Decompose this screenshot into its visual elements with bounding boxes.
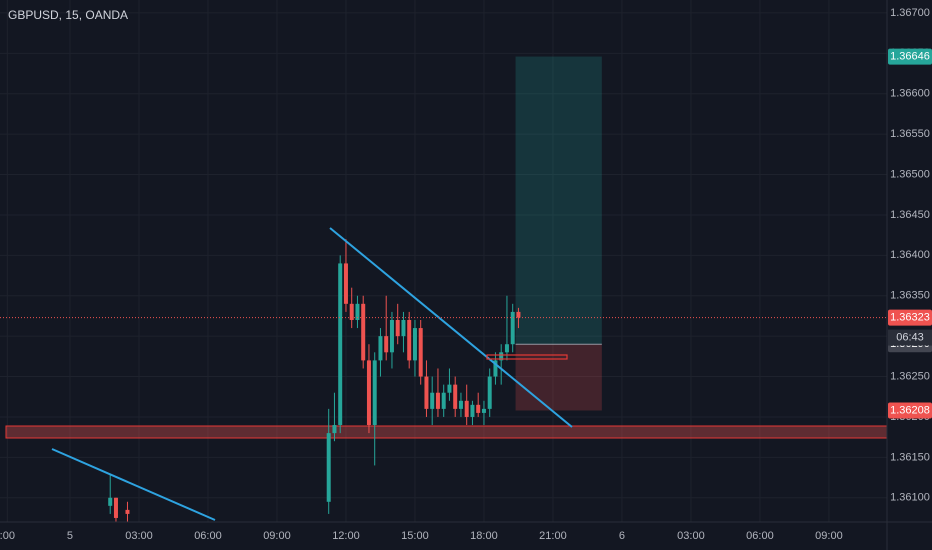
y-tick-label: 1.36600	[890, 88, 930, 100]
price-label-box	[888, 309, 932, 326]
candle-body	[343, 263, 348, 304]
x-tick-label: 03:00	[125, 530, 153, 542]
trend-line	[51, 448, 216, 521]
y-tick-label: 1.36100	[890, 492, 930, 504]
x-tick-label: 5	[67, 530, 73, 542]
candle-body	[487, 376, 492, 409]
candle-body	[453, 384, 458, 409]
countdown: 06:43	[896, 331, 924, 343]
trend-line	[329, 227, 573, 428]
target-zone	[515, 56, 602, 345]
y-tick-label: 1.36250	[890, 370, 930, 382]
candle-body	[355, 303, 360, 320]
candle-body	[338, 263, 343, 426]
y-tick-label: 1.36700	[890, 7, 930, 19]
candle-body	[516, 311, 521, 318]
price-label-box	[888, 402, 932, 419]
candle-body	[384, 336, 389, 353]
candle-body	[476, 404, 481, 413]
level-marker	[486, 354, 568, 360]
candle-body	[412, 328, 417, 361]
candle-body	[113, 497, 118, 518]
candle-body	[361, 303, 366, 361]
candle-body	[493, 360, 498, 377]
candle-body	[424, 376, 429, 409]
candle-body	[481, 408, 486, 413]
candle-body	[395, 319, 400, 337]
x-tick-label: 06:00	[746, 530, 774, 542]
candle-body	[447, 384, 452, 393]
grid	[0, 0, 887, 522]
candle-body	[125, 509, 130, 514]
x-tick-label: 15:00	[401, 530, 429, 542]
candle-body	[378, 336, 383, 361]
countdown-box	[888, 329, 932, 346]
x-tick-label: 21:00	[539, 530, 567, 542]
y-tick-label: 1.36450	[890, 209, 930, 221]
candle-body	[464, 400, 469, 417]
x-tick-label: 09:00	[815, 530, 843, 542]
candle-body	[349, 303, 354, 320]
price-label: 1.36323	[890, 311, 930, 323]
y-tick-label: 1.36150	[890, 451, 930, 463]
candle-body	[441, 392, 446, 409]
candle-body	[458, 400, 463, 409]
position-tool	[515, 56, 602, 411]
x-tick-label: 09:00	[263, 530, 291, 542]
y-tick-label: 1.36500	[890, 168, 930, 180]
x-tick-label: 18:00	[470, 530, 498, 542]
axes: 1.361001.361501.362001.362501.363001.363…	[0, 7, 930, 542]
y-tick-label: 1.36400	[890, 249, 930, 261]
stop-zone	[515, 344, 602, 411]
support-zone	[5, 425, 888, 439]
candles	[108, 239, 521, 522]
price-label: 1.36646	[890, 50, 930, 62]
x-tick-label: :00	[0, 530, 15, 542]
y-tick-label: 1.36350	[890, 290, 930, 302]
candle-body	[510, 311, 515, 345]
candle-body	[326, 433, 331, 502]
candle-body	[504, 344, 509, 353]
price-label: 1.36208	[890, 404, 930, 416]
candle-body	[430, 392, 435, 409]
candle-body	[407, 319, 412, 361]
chart-title: GBPUSD, 15, OANDA	[8, 8, 128, 22]
candle-body	[418, 328, 423, 377]
candle-body	[108, 497, 113, 506]
candle-body	[499, 352, 504, 361]
candle-body	[389, 319, 394, 353]
candle-body	[332, 425, 337, 434]
candle-body	[372, 360, 377, 426]
x-tick-label: 06:00	[194, 530, 222, 542]
candle-body	[401, 319, 406, 337]
x-tick-label: 6	[619, 530, 625, 542]
candle-body	[366, 360, 371, 426]
candle-body	[470, 404, 475, 417]
candle-body	[435, 392, 440, 409]
y-tick-label: 1.36550	[890, 128, 930, 140]
x-tick-label: 12:00	[332, 530, 360, 542]
price-label-box	[888, 48, 932, 65]
x-tick-label: 03:00	[677, 530, 705, 542]
